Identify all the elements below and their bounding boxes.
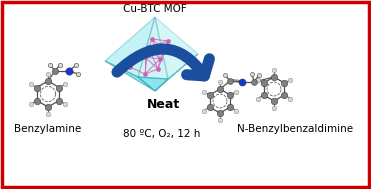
- Point: [227, 105, 233, 108]
- Point: [239, 81, 245, 84]
- Point: [227, 94, 233, 97]
- Point: [256, 74, 262, 77]
- Point: [56, 99, 62, 102]
- FancyArrowPatch shape: [117, 49, 209, 76]
- Point: [251, 81, 257, 84]
- Point: [155, 67, 161, 70]
- Point: [34, 86, 40, 89]
- Point: [207, 105, 213, 108]
- Point: [75, 73, 81, 76]
- Point: [233, 90, 239, 93]
- Point: [249, 73, 255, 76]
- Point: [227, 80, 233, 83]
- Point: [271, 75, 277, 78]
- Point: [45, 112, 51, 115]
- Point: [217, 81, 223, 84]
- Polygon shape: [155, 54, 198, 91]
- Point: [157, 57, 163, 60]
- Point: [62, 82, 68, 85]
- Polygon shape: [138, 17, 168, 79]
- Polygon shape: [155, 17, 198, 79]
- Point: [28, 82, 34, 85]
- Point: [45, 105, 51, 108]
- Point: [34, 99, 40, 102]
- Point: [255, 97, 260, 100]
- Point: [282, 81, 288, 84]
- Point: [288, 97, 293, 100]
- Point: [217, 112, 223, 115]
- Point: [62, 102, 68, 105]
- Point: [207, 94, 213, 97]
- Text: Benzylamine: Benzylamine: [14, 124, 82, 134]
- Text: Neat: Neat: [147, 98, 180, 111]
- Point: [282, 94, 288, 97]
- Point: [217, 119, 223, 122]
- Point: [271, 68, 277, 71]
- Text: Cu-BTC MOF: Cu-BTC MOF: [123, 4, 187, 14]
- Point: [127, 65, 133, 68]
- Point: [45, 73, 51, 76]
- Text: N-Benzylbenzaldimine: N-Benzylbenzaldimine: [237, 124, 353, 134]
- Polygon shape: [105, 61, 155, 91]
- Point: [222, 74, 228, 77]
- Point: [162, 50, 168, 53]
- Point: [149, 37, 155, 40]
- Point: [217, 88, 223, 91]
- Point: [142, 73, 148, 76]
- Point: [233, 109, 239, 112]
- Point: [66, 70, 72, 73]
- Point: [73, 64, 79, 67]
- Polygon shape: [105, 17, 155, 77]
- Point: [201, 109, 207, 112]
- Point: [261, 81, 267, 84]
- Point: [201, 90, 207, 93]
- Point: [165, 40, 171, 43]
- Point: [288, 78, 293, 81]
- Text: 80 ºC, O₂, 12 h: 80 ºC, O₂, 12 h: [123, 129, 201, 139]
- Point: [28, 102, 34, 105]
- Point: [45, 80, 51, 83]
- Point: [56, 86, 62, 89]
- Point: [271, 99, 277, 102]
- Point: [57, 64, 63, 67]
- Point: [145, 46, 151, 49]
- Polygon shape: [138, 77, 168, 91]
- Point: [142, 56, 148, 59]
- Point: [52, 70, 58, 73]
- Point: [255, 78, 260, 81]
- Point: [271, 106, 277, 109]
- Point: [261, 94, 267, 97]
- Point: [47, 64, 53, 67]
